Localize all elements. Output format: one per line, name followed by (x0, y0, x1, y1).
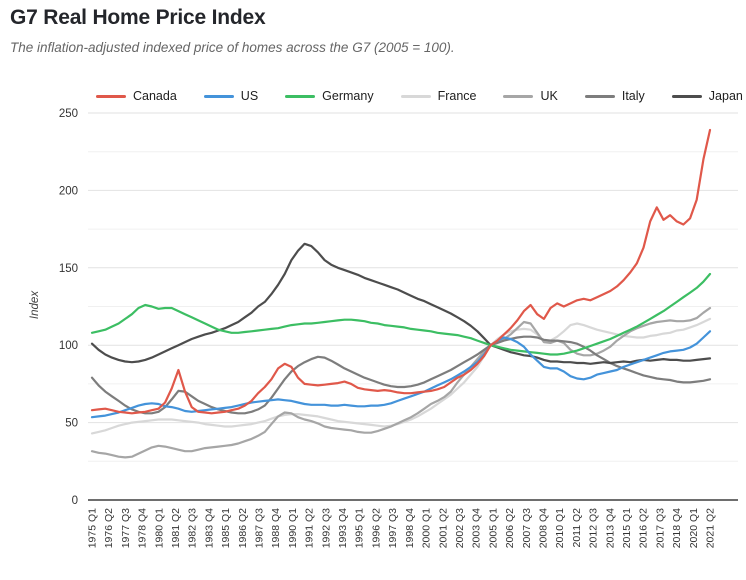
legend-label: Italy (621, 89, 645, 103)
legend-label: Japan (708, 89, 743, 103)
x-tick-label: 1980 Q1 (153, 508, 165, 548)
y-tick-label: 100 (59, 340, 78, 352)
legend-swatch-canada (96, 94, 126, 98)
legend-label: France (437, 89, 477, 103)
x-tick-label: 1991 Q2 (304, 508, 316, 548)
x-tick-label: 2003 Q4 (471, 508, 483, 548)
x-tick-label: 2008 Q4 (538, 508, 550, 548)
series-line-canada (90, 128, 712, 415)
x-tick-label: 1982 Q3 (187, 508, 199, 548)
x-tick-label: 1986 Q2 (237, 508, 249, 548)
x-tick-label: 1993 Q4 (337, 508, 349, 548)
x-tick-label: 1981 Q2 (170, 508, 182, 548)
series-line-italy (90, 335, 712, 415)
legend-item-canada: Canada (96, 89, 177, 103)
page-subtitle: The inflation-adjusted indexed price of … (10, 40, 455, 55)
legend-swatch-uk (503, 94, 534, 98)
x-tick-label: 2021 Q2 (705, 508, 717, 548)
y-tick-label: 50 (65, 418, 78, 430)
x-tick-label: 1990 Q1 (287, 508, 299, 548)
series-line-uk (90, 306, 712, 459)
legend-item-uk: UK (503, 89, 558, 103)
chart-legend: Canada US Germany France UK Italy Japan (96, 89, 743, 103)
x-tick-label: 2012 Q3 (588, 508, 600, 548)
x-tick-label: 2002 Q3 (454, 508, 466, 548)
x-tick-label: 1996 Q2 (370, 508, 382, 548)
y-tick-label: 250 (59, 108, 78, 120)
x-tick-label: 1983 Q4 (203, 508, 215, 548)
series-line-germany (90, 272, 712, 356)
x-tick-label: 1997 Q3 (387, 508, 399, 548)
x-tick-label: 2000 Q1 (421, 508, 433, 548)
series-line-us (90, 330, 712, 419)
legend-label: UK (540, 89, 558, 103)
x-tick-label: 1992 Q3 (320, 508, 332, 548)
legend-item-italy: Italy (584, 89, 645, 103)
legend-item-germany: Germany (285, 89, 374, 103)
x-tick-label: 2013 Q4 (604, 508, 616, 548)
x-tick-label: 1978 Q4 (137, 508, 149, 548)
y-tick-label: 0 (72, 495, 78, 507)
series-line-japan (90, 242, 712, 365)
legend-label: US (240, 89, 259, 103)
x-tick-label: 2006 Q2 (504, 508, 516, 548)
legend-item-us: US (203, 89, 259, 103)
legend-label: Canada (133, 89, 177, 103)
x-tick-label: 2010 Q1 (554, 508, 566, 548)
legend-swatch-japan (671, 94, 702, 98)
x-tick-label: 1987 Q3 (254, 508, 266, 548)
y-tick-label: 200 (59, 185, 78, 197)
x-tick-label: 2001 Q2 (437, 508, 449, 548)
x-tick-label: 2017 Q3 (654, 508, 666, 548)
x-tick-label: 2020 Q1 (688, 508, 700, 548)
y-axis-title: Index (29, 290, 41, 319)
chart-plot: 0 50 100 150 200 250 Index 1975 Q1 1976 Q2 1977 Q… (29, 108, 738, 548)
legend-item-france: France (400, 89, 477, 103)
legend-item-japan: Japan (671, 89, 743, 103)
x-tick-label: 1975 Q1 (87, 508, 99, 548)
x-tick-label: 1977 Q3 (120, 508, 132, 548)
x-tick-label: 2007 Q3 (521, 508, 533, 548)
x-tick-label: 2016 Q2 (638, 508, 650, 548)
legend-swatch-germany (285, 94, 316, 98)
x-tick-label: 1995 Q1 (354, 508, 366, 548)
legend-swatch-italy (584, 94, 615, 98)
x-tick-label: 1985 Q1 (220, 508, 232, 548)
x-tick-label: 1998 Q4 (404, 508, 416, 548)
legend-swatch-us (203, 94, 234, 98)
x-tick-label: 2005 Q1 (487, 508, 499, 548)
page-title: G7 Real Home Price Index (10, 6, 266, 29)
x-tick-label: 2018 Q4 (671, 508, 683, 548)
y-tick-label: 150 (59, 263, 78, 275)
x-tick-label: 1988 Q4 (270, 508, 282, 548)
legend-swatch-france (400, 94, 431, 98)
x-tick-label: 2011 Q2 (571, 508, 583, 548)
legend-label: Germany (322, 89, 374, 103)
x-tick-label: 2015 Q1 (621, 508, 633, 548)
x-tick-label: 1976 Q2 (103, 508, 115, 548)
